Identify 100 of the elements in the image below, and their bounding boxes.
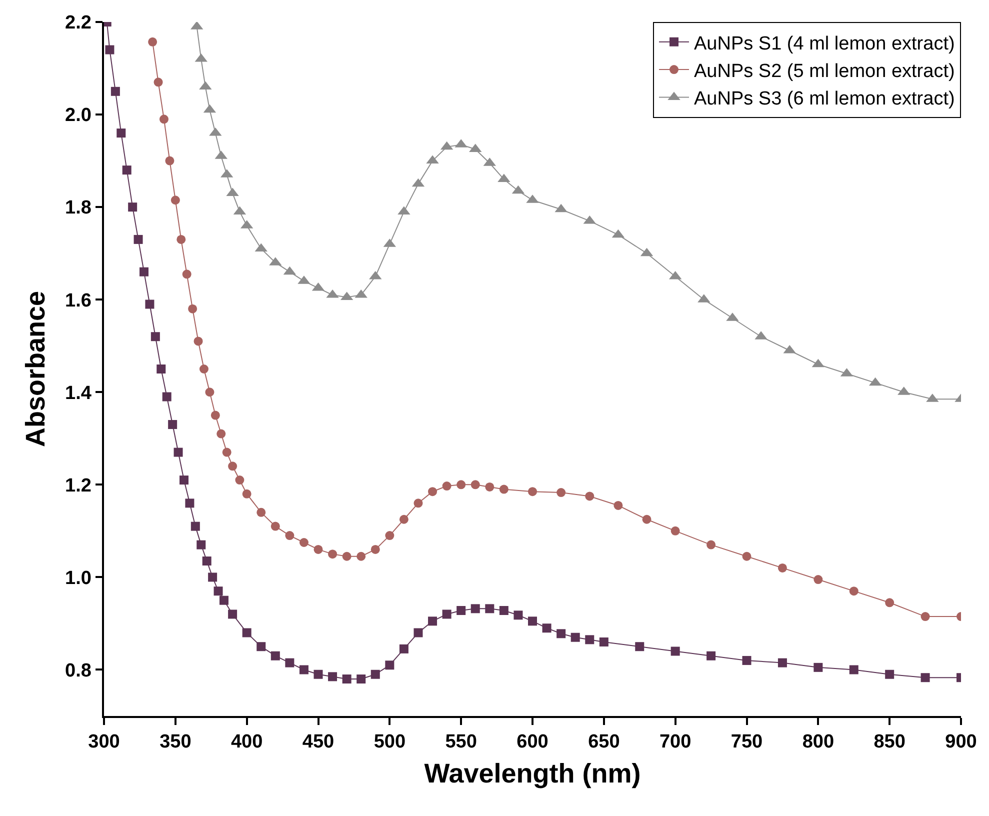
point [188,304,198,314]
point [670,526,680,536]
point [145,300,154,309]
point [314,670,323,679]
x-tick-label: 750 [730,732,763,753]
point [814,575,823,584]
point [778,658,787,668]
point [328,672,338,682]
point [528,487,537,496]
y-tick-label: 1.6 [65,290,92,312]
point [199,364,208,374]
point [399,644,408,654]
point [285,531,294,540]
point [228,462,238,471]
point [706,540,716,550]
point [414,628,423,638]
point [194,336,203,346]
point [706,651,716,660]
point [356,674,366,684]
point [242,489,252,498]
point [370,544,380,554]
point [342,552,352,561]
point [154,78,163,87]
point [599,637,608,646]
x-tick-label: 300 [88,732,120,753]
point [270,522,280,531]
point [485,482,494,492]
point [470,480,480,490]
point [442,482,452,491]
point [168,420,178,430]
x-tick-label: 850 [874,732,906,753]
legend-label: AuNPs S1 (4 ml lemon extract) [694,33,955,54]
point [219,596,228,605]
point [165,156,174,166]
y-tick-label: 1.2 [65,475,92,496]
point [849,665,858,674]
x-tick-label: 700 [659,732,692,753]
point [399,514,408,524]
y-tick-label: 0.8 [65,660,92,682]
point [228,610,238,619]
point [742,552,752,561]
point [256,642,266,652]
point [162,392,172,402]
point [299,538,308,547]
point [202,556,212,566]
y-tick-label: 1.4 [65,382,92,404]
point [428,487,438,496]
point [214,586,223,596]
x-tick-label: 350 [160,732,192,753]
x-tick-label: 550 [445,732,477,753]
point [528,616,537,626]
x-tick-label: 800 [802,732,834,753]
point [270,651,280,660]
point [885,598,894,608]
point [216,429,226,438]
point [190,522,200,531]
point [205,388,214,397]
point [314,544,323,554]
point [499,484,508,494]
point [742,656,752,665]
point [299,665,308,674]
point [285,658,294,668]
point [814,662,823,672]
point [110,86,120,96]
point [116,128,126,138]
point [920,673,930,682]
point [556,488,566,498]
point [176,234,186,244]
point [456,480,466,490]
point [556,629,566,638]
point [356,552,366,561]
x-axis-title: Wavelength (nm) [424,758,641,788]
point [920,612,930,622]
point [485,604,494,614]
point [174,448,183,457]
y-tick-label: 2.0 [65,105,92,126]
point [456,606,466,616]
point [342,674,352,684]
point [208,572,218,582]
point [385,531,394,540]
point [385,660,394,670]
point [196,540,206,550]
legend-label: AuNPs S3 (6 ml lemon extract) [694,88,955,110]
point [134,234,143,244]
x-tick-label: 450 [302,732,334,753]
point [235,476,244,485]
point [179,476,188,485]
point [159,114,168,124]
point [170,196,180,205]
point [256,508,266,517]
y-tick-label: 1.8 [65,198,92,219]
point [642,514,652,524]
point [885,670,894,679]
y-tick-label: 2.2 [65,12,92,34]
point [414,498,423,508]
point [150,332,160,342]
point [499,606,508,616]
y-tick-label: 1.0 [65,568,92,589]
point [122,166,132,175]
point [778,563,787,572]
